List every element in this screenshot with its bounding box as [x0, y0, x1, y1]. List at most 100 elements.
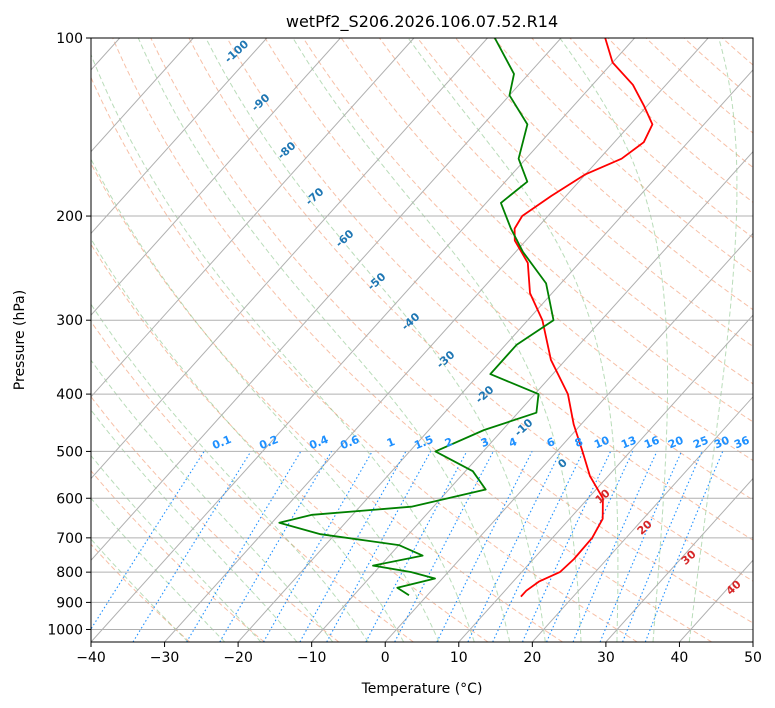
mixing-ratio-label: 25: [691, 434, 710, 452]
x-tick-label: 50: [744, 650, 762, 666]
mixing-ratio-line: [436, 451, 533, 642]
x-tick-label: 30: [597, 650, 615, 666]
isotherm-grid: [91, 38, 753, 642]
y-axis-ticks: 100 200 300 400 500 600 700 800 900 1000: [47, 31, 91, 638]
sounding-series: [278, 38, 654, 598]
moist-adiabat-line: [688, 38, 738, 642]
isotherm-line: [384, 232, 753, 642]
dry-adiabat-line: [112, 38, 713, 642]
isotherm-line: [91, 38, 415, 398]
y-tick-label: 400: [56, 387, 83, 403]
mixing-ratio-label: 2: [443, 435, 455, 450]
dry-adiabat-line: [378, 38, 753, 385]
y-tick-label: 300: [56, 313, 83, 329]
isotherm-line: [311, 150, 753, 642]
temperature-profile-line: [513, 38, 654, 598]
dry-adiabat-line: [493, 38, 753, 275]
x-tick-label: 0: [381, 650, 390, 666]
mixing-ratio-lines: [91, 451, 724, 642]
moist-adiabat-line: [91, 238, 405, 642]
dry-adiabat-line: [340, 38, 753, 423]
mixing-ratio-line: [546, 451, 634, 642]
x-axis-ticks: −40 −30 −20 −10 0 10 20 30 40 50: [76, 642, 762, 666]
dry-adiabat-line: [91, 395, 340, 642]
isobar-grid: [91, 38, 753, 630]
x-tick-label: −30: [150, 650, 180, 666]
mixing-ratio-line: [91, 451, 205, 631]
moist-adiabat-group: [91, 38, 738, 642]
moist-adiabat-line: [91, 409, 298, 642]
y-tick-label: 1000: [47, 622, 83, 638]
plot-area: -100-90-80-70-60-50-40-30-20-10010203040…: [91, 38, 753, 642]
dry-adiabat-line: [91, 243, 489, 642]
moist-adiabat-line: [205, 38, 546, 642]
dry-adiabat-line: [188, 38, 753, 582]
y-tick-label: 100: [56, 31, 83, 47]
y-tick-label: 900: [56, 595, 83, 611]
dry-adiabat-line: [91, 470, 265, 642]
isotherm-line: [458, 314, 753, 642]
moist-adiabat-line: [91, 454, 262, 642]
moist-adiabat-line: [91, 538, 189, 642]
chart-title: wetPf2_S206.2026.106.07.52.R14: [286, 12, 558, 32]
mixing-ratio-label: 8: [573, 435, 585, 450]
moist-adiabat-line: [91, 303, 369, 642]
mixing-ratio-line: [186, 451, 302, 642]
isotherm-line: [605, 477, 753, 642]
isotherm-line: [91, 38, 635, 642]
moist-adiabat-line: [559, 38, 669, 642]
x-tick-label: −10: [297, 650, 327, 666]
isotherm-line: [91, 38, 562, 562]
x-tick-label: 40: [671, 650, 689, 666]
y-axis-label: Pressure (hPa): [12, 290, 28, 390]
y-tick-label: 700: [56, 531, 83, 547]
y-tick-label: 200: [56, 209, 83, 225]
dry-adiabat-line: [264, 38, 753, 501]
y-tick-label: 800: [56, 565, 83, 581]
dry-adiabat-line: [91, 76, 638, 642]
moist-adiabat-line: [137, 38, 511, 642]
mixing-ratio-label: 36: [732, 434, 751, 452]
isotherm-line: [237, 69, 753, 642]
dry-adiabat-line: [150, 38, 753, 624]
isotherm-line: [531, 396, 753, 642]
x-tick-label: −20: [223, 650, 253, 666]
mixing-ratio-label: 3: [479, 435, 491, 450]
moist-adiabat-line: [91, 497, 226, 642]
mixing-ratio-line: [263, 451, 373, 642]
dry-adiabat-line: [607, 38, 753, 169]
mixing-ratio-line: [219, 451, 333, 642]
moist-adiabat-line: [292, 38, 582, 642]
isotherm-line: [91, 38, 268, 235]
moist-adiabat-line: [407, 38, 619, 642]
isotherm-line: [91, 38, 488, 480]
mixing-ratio-label: 10: [592, 434, 611, 452]
x-tick-label: 10: [450, 650, 468, 666]
mixing-ratio-line: [467, 451, 562, 642]
mixing-ratio-line: [132, 451, 252, 642]
moist-adiabat-line: [91, 158, 440, 642]
mixing-ratio-label: 20: [666, 434, 685, 452]
x-axis-label: Temperature (°C): [361, 681, 483, 697]
mixing-ratio-label: 13: [619, 434, 638, 452]
dry-adiabat-line: [417, 38, 753, 348]
mixing-ratio-line: [572, 451, 658, 642]
mixing-ratio-line: [521, 451, 612, 642]
mixing-ratio-line: [299, 451, 407, 642]
mixing-ratio-label: 16: [642, 434, 661, 452]
mixing-ratio-label: 1: [385, 435, 397, 450]
y-tick-label: 600: [56, 491, 83, 507]
plot-frame: [90, 37, 754, 643]
dewpoint-profile-line: [278, 38, 555, 596]
dry-adiabat-line: [226, 38, 753, 541]
moist-adiabat-line: [91, 53, 475, 642]
mixing-ratio-label: 30: [712, 434, 731, 452]
mixing-ratio-line: [326, 451, 432, 642]
x-tick-label: 20: [523, 650, 541, 666]
y-tick-label: 500: [56, 444, 83, 460]
dry-adiabat-line: [569, 38, 753, 203]
isotherm-line: [91, 38, 341, 316]
mixing-ratio-line: [599, 451, 683, 642]
